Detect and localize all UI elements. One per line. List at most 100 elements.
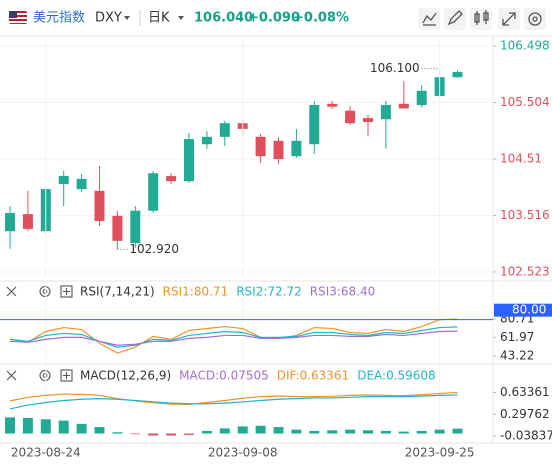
dropdown-arrow[interactable] [178,16,184,20]
chart-type-button[interactable] [470,8,492,30]
settings-button[interactable] [524,8,546,30]
legend-entry: RSI2:72.72 [236,285,302,299]
histogram-bar [40,419,51,434]
y-tick-label: 0.63361 [500,385,550,399]
y-tick-label: 0.29762 [500,407,550,421]
candle-body [398,103,409,109]
change-percent: +0.08% [293,11,349,26]
period[interactable]: 日K [148,11,170,26]
candle-body [130,210,141,244]
histogram-bar [434,429,445,434]
candle-body [452,72,463,78]
x-tick-label: 2023-08-24 [11,446,81,460]
instrument-name[interactable]: 美元指数 [33,11,85,26]
candle-body [166,176,177,182]
x-tick-label: 2023-09-25 [405,446,475,460]
histogram-bar [237,426,248,434]
histogram-bar [345,429,356,434]
indicator-expand[interactable] [60,369,73,382]
histogram-bar [166,433,177,436]
legend-entry: RSI1:80.71 [163,285,229,299]
price: 106.040 [194,11,253,26]
legend-entry: RSI3:68.40 [310,285,376,299]
candle-body [112,215,123,241]
legend-entry: MACD:0.07505 [179,369,269,383]
y-tick-label: 106.498 [500,39,550,53]
candle-body [5,213,15,232]
close-indicator[interactable] [6,370,17,381]
y-tick-label: 104.51 [500,152,542,166]
y-tick-label: 105.504 [500,95,550,109]
indicator-line [9,330,458,346]
candle-body [22,214,33,229]
y-tick-label: 61.97 [500,330,534,344]
indicator-button[interactable] [418,8,440,30]
annotation: 106.100 [370,61,420,75]
histogram-bar [380,430,391,434]
indicator-line [9,326,458,348]
candle-body [273,140,284,160]
histogram-bar [309,430,320,434]
y-tick-label: 102.523 [500,264,550,278]
candle-body [94,190,105,221]
y-tick-label: 43.22 [500,348,534,362]
dropdown-arrow[interactable] [124,16,130,20]
y-tick-label: -0.03837 [500,429,552,443]
legend-entry: DEA:0.59608 [357,369,436,383]
candle-body [345,110,356,124]
histogram-bar [130,433,141,435]
histogram-bar [273,427,284,434]
instrument-symbol[interactable]: DXY [95,11,122,26]
candle-body [201,136,212,145]
candle-body [255,136,266,157]
histogram-bar [76,423,87,434]
indicator-line [9,318,458,354]
histogram-bar [22,418,33,434]
histogram-bar [291,429,302,434]
histogram-bar [398,431,409,434]
flag-icon [9,11,27,24]
candle-body [309,105,320,145]
histogram-bar [452,428,463,434]
candle-body [291,140,302,157]
candle-body [219,123,230,137]
candle-body [327,103,338,107]
legend-entry: DIF:0.63361 [277,369,349,383]
histogram-bar [5,417,15,434]
indicator-settings[interactable] [39,285,51,298]
candle-body [363,118,373,123]
indicator-expand[interactable] [60,285,73,298]
fullscreen-button[interactable] [498,8,520,30]
histogram-bar [219,428,230,434]
histogram-bar [363,430,373,434]
level-label: 80.00 [512,303,546,317]
indicator-settings[interactable] [39,369,51,382]
indicator-line [9,391,458,406]
indicator-line [9,394,458,410]
histogram-bar [184,433,194,435]
histogram-bar [148,433,159,436]
histogram-bar [255,425,266,434]
close-indicator[interactable] [6,286,17,297]
candle-body [148,173,159,211]
indicator-title: RSI(7,14,21) [80,285,155,299]
candle-body [380,105,391,120]
histogram-bar [112,432,123,434]
candle-body [416,90,427,106]
candle-body [58,176,69,185]
x-tick-label: 2023-09-08 [208,446,278,460]
candle-body [184,139,194,182]
histogram-bar [416,430,427,434]
change: +0.090 [248,11,300,26]
annotation: 102.920 [129,242,179,256]
histogram-bar [58,420,69,434]
draw-button[interactable] [444,8,466,30]
histogram-bar [94,427,105,434]
indicator-title: MACD(12,26,9) [80,369,171,383]
level-label-box [494,303,552,317]
histogram-bar [201,430,212,434]
candle-body [76,178,87,190]
y-tick-label: 103.516 [500,208,550,222]
